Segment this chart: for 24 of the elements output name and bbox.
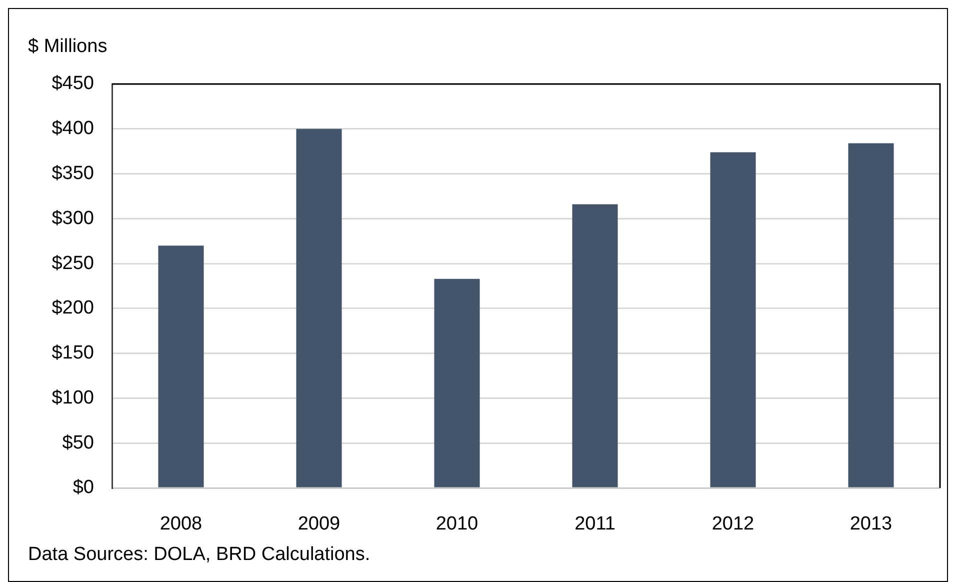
y-tick-label: $200 (52, 298, 94, 319)
y-tick-label: $50 (62, 432, 94, 454)
bar (710, 152, 756, 488)
y-tick-label: $300 (52, 208, 94, 229)
y-tick-label: $400 (52, 118, 94, 140)
x-tick-label: 2010 (436, 514, 478, 535)
y-tick-label: $100 (52, 387, 94, 408)
y-axis-title: $ Millions (28, 36, 108, 58)
x-tick-label: 2008 (160, 514, 202, 535)
x-tick-label: 2011 (574, 514, 616, 535)
y-tick-label: $350 (52, 163, 94, 184)
y-tick-label: $450 (52, 73, 94, 94)
bar (296, 128, 342, 488)
bar (158, 246, 204, 488)
y-tick-label: $250 (52, 252, 94, 274)
x-tick-label: 2009 (298, 514, 340, 535)
x-tick-label: 2012 (712, 514, 754, 535)
y-tick-label: $150 (52, 342, 94, 364)
text: Data Sources: DOLA, BRD Calculations. (28, 544, 370, 566)
bar (434, 278, 480, 488)
bar (572, 204, 618, 488)
bar (848, 143, 894, 488)
y-tick-label: $0 (72, 477, 94, 498)
x-tick-label: 2013 (850, 514, 892, 535)
